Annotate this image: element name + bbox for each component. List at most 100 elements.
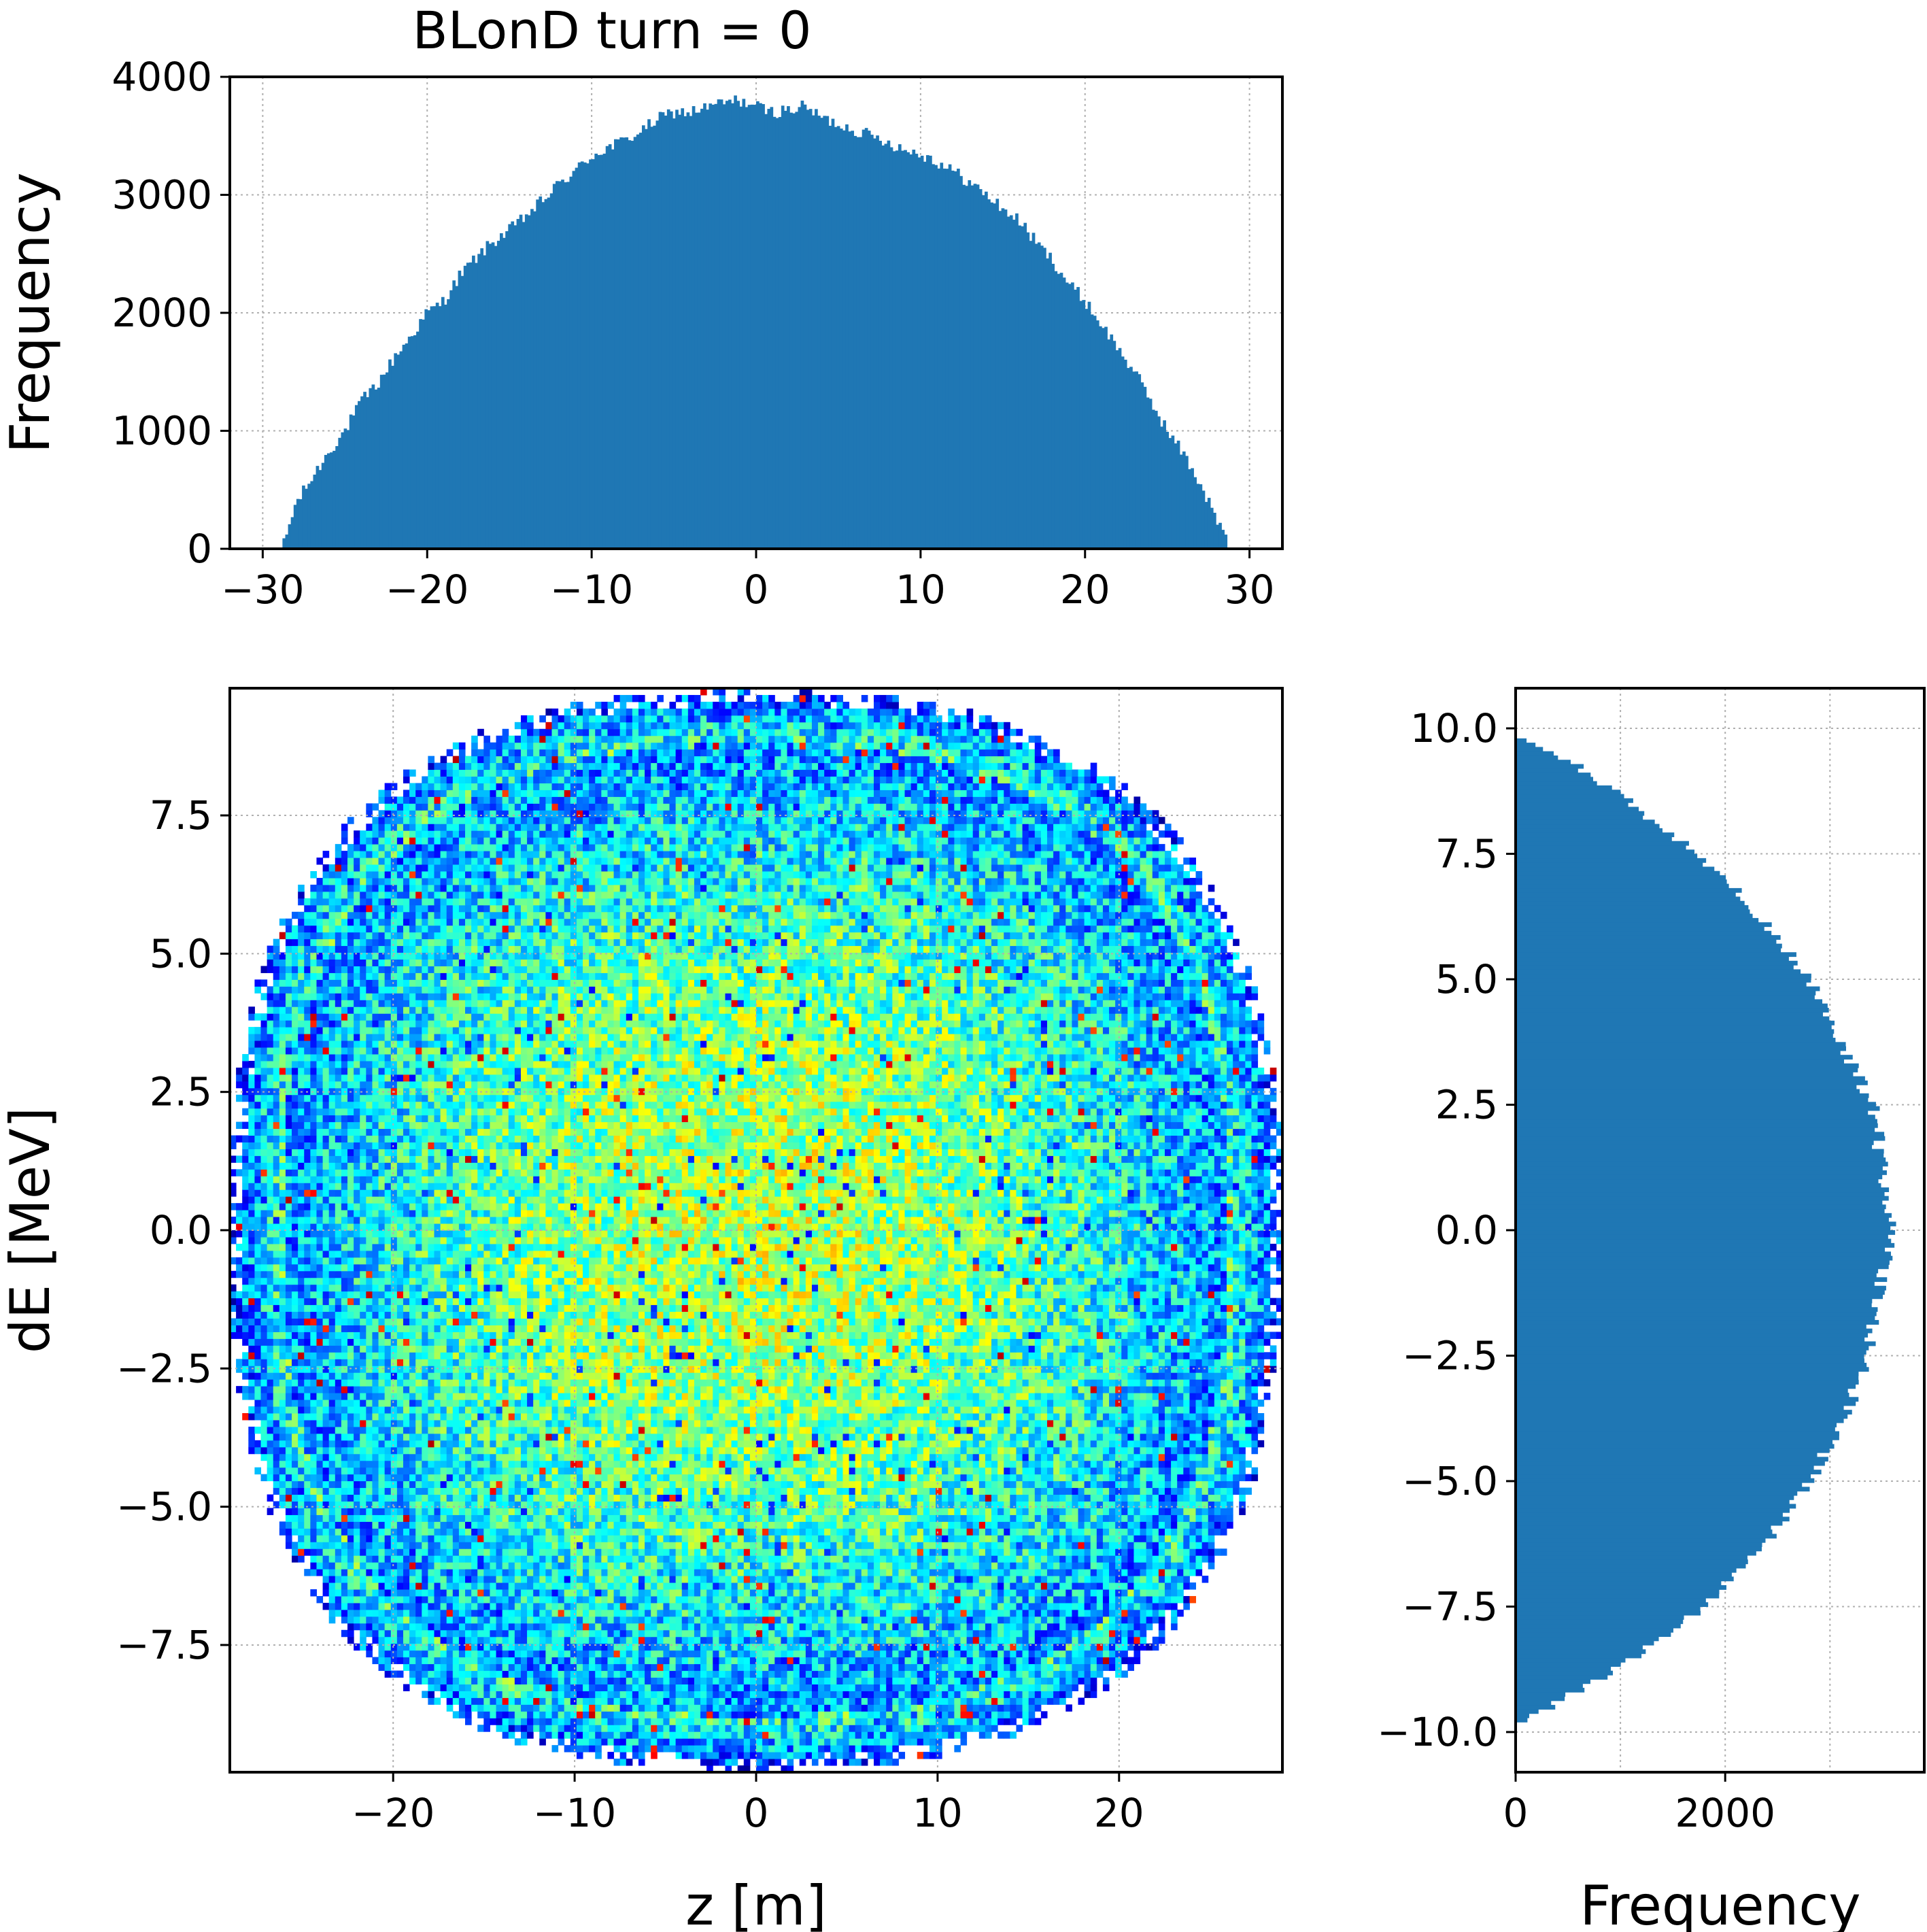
heatmap-cell xyxy=(595,1745,602,1752)
heatmap-cell xyxy=(954,1697,961,1705)
heatmap-cell xyxy=(360,1508,366,1515)
top-hist-bar xyxy=(641,125,645,549)
heatmap-cell xyxy=(997,1562,1004,1570)
heatmap-cell xyxy=(1022,1636,1029,1644)
heatmap-cell xyxy=(298,1501,305,1508)
heatmap-cell xyxy=(403,1501,410,1508)
heatmap-cell xyxy=(669,1595,677,1604)
heatmap-cell xyxy=(558,1731,565,1739)
heatmap-cell xyxy=(904,1514,912,1522)
top-hist-bar xyxy=(1051,263,1055,549)
heatmap-cell xyxy=(874,1670,881,1678)
heatmap-cell xyxy=(490,1629,497,1638)
heatmap-cell xyxy=(285,1535,292,1542)
heatmap-cell xyxy=(1004,1731,1010,1739)
heatmap-cell xyxy=(880,1636,887,1644)
heatmap-cell xyxy=(818,1576,825,1583)
heatmap-cell xyxy=(880,1542,887,1549)
heatmap-cell xyxy=(886,1704,893,1712)
heatmap-cell xyxy=(1016,1542,1023,1549)
heatmap-cell xyxy=(768,1576,775,1583)
heatmap-cell xyxy=(762,1677,769,1684)
heatmap-cell xyxy=(774,1704,781,1712)
heatmap-cell xyxy=(490,1508,497,1515)
heatmap-cell xyxy=(458,1535,466,1542)
top-hist-bar xyxy=(697,112,701,549)
heatmap-cell xyxy=(849,1752,856,1759)
heatmap-cell xyxy=(508,1711,515,1718)
heatmap-cell xyxy=(539,1521,546,1529)
heatmap-cell xyxy=(645,1602,651,1610)
heatmap-cell xyxy=(855,1508,862,1515)
heatmap-cell xyxy=(638,1725,645,1732)
heatmap-cell xyxy=(880,1602,887,1610)
heatmap-cell xyxy=(774,1643,781,1651)
heatmap-cell xyxy=(874,1542,881,1549)
heatmap-cell xyxy=(613,1738,621,1746)
heatmap-cell xyxy=(651,1589,658,1597)
heatmap-cell xyxy=(1028,1548,1036,1556)
heatmap-cell xyxy=(428,1616,434,1624)
heatmap-cell xyxy=(1028,1684,1036,1691)
top-hist-bar xyxy=(402,344,406,549)
top-hist-bar xyxy=(834,126,838,549)
heatmap-cell xyxy=(1046,1650,1054,1658)
heatmap-cell xyxy=(589,1697,596,1705)
top-hist-bar xyxy=(625,137,629,549)
heatmap-cell xyxy=(768,1670,775,1678)
heatmap-cell xyxy=(508,1657,515,1665)
heatmap-cell xyxy=(743,1691,751,1698)
heatmap-cell xyxy=(966,1663,974,1672)
heatmap-cell xyxy=(737,1514,745,1522)
heatmap-cell xyxy=(446,1501,454,1508)
heatmap-cell xyxy=(886,1602,893,1610)
heatmap-cell xyxy=(1016,1697,1023,1705)
heatmap-cell xyxy=(1140,1555,1147,1563)
heatmap-cell xyxy=(619,1528,627,1536)
heatmap-cell xyxy=(694,1738,701,1746)
heatmap-cell xyxy=(409,1663,416,1672)
heatmap-cell xyxy=(298,1521,305,1529)
heatmap-cell xyxy=(936,1670,942,1678)
heatmap-cell xyxy=(458,1555,466,1563)
heatmap-cell xyxy=(991,1508,998,1515)
heatmap-cell xyxy=(985,1643,992,1651)
heatmap-cell xyxy=(1227,1508,1233,1515)
heatmap-cell xyxy=(514,1582,522,1590)
heatmap-cell xyxy=(527,1691,534,1698)
heatmap-cell xyxy=(1016,1595,1023,1604)
heatmap-cell xyxy=(626,1711,633,1718)
heatmap-cell xyxy=(1022,1684,1029,1691)
heatmap-cell xyxy=(657,1623,664,1631)
heatmap-cell xyxy=(1121,1521,1128,1529)
top-hist-bar xyxy=(602,153,607,549)
heatmap-cell xyxy=(595,1691,602,1698)
heatmap-cell xyxy=(855,1650,862,1658)
heatmap-cell xyxy=(533,1718,540,1725)
heatmap-cell xyxy=(743,1636,751,1644)
heatmap-cell xyxy=(774,1514,781,1522)
heatmap-cell xyxy=(805,1609,813,1617)
heatmap-cell xyxy=(1016,1514,1023,1522)
heatmap-cell xyxy=(793,1576,800,1583)
heatmap-cell xyxy=(1028,1677,1036,1684)
heatmap-cell xyxy=(465,1636,472,1644)
heatmap-cell xyxy=(787,1765,794,1773)
heatmap-cell xyxy=(781,1677,788,1684)
heatmap-cell xyxy=(818,1704,825,1712)
heatmap-cell xyxy=(310,1508,317,1515)
heatmap-cell xyxy=(328,1501,336,1508)
heatmap-cell xyxy=(713,1725,719,1732)
heatmap-cell xyxy=(372,1548,379,1556)
heatmap-cell xyxy=(687,1629,695,1638)
heatmap-cell xyxy=(607,1569,615,1576)
heatmap-cell xyxy=(632,1684,639,1691)
heatmap-cell xyxy=(607,1562,615,1570)
heatmap-cell xyxy=(799,1508,806,1515)
top-hist-bar xyxy=(1043,248,1046,549)
heatmap-cell xyxy=(737,1636,745,1644)
heatmap-cell xyxy=(558,1718,565,1725)
heatmap-cell xyxy=(694,1589,701,1597)
heatmap-cell xyxy=(774,1562,781,1570)
heatmap-cell xyxy=(520,1718,528,1725)
